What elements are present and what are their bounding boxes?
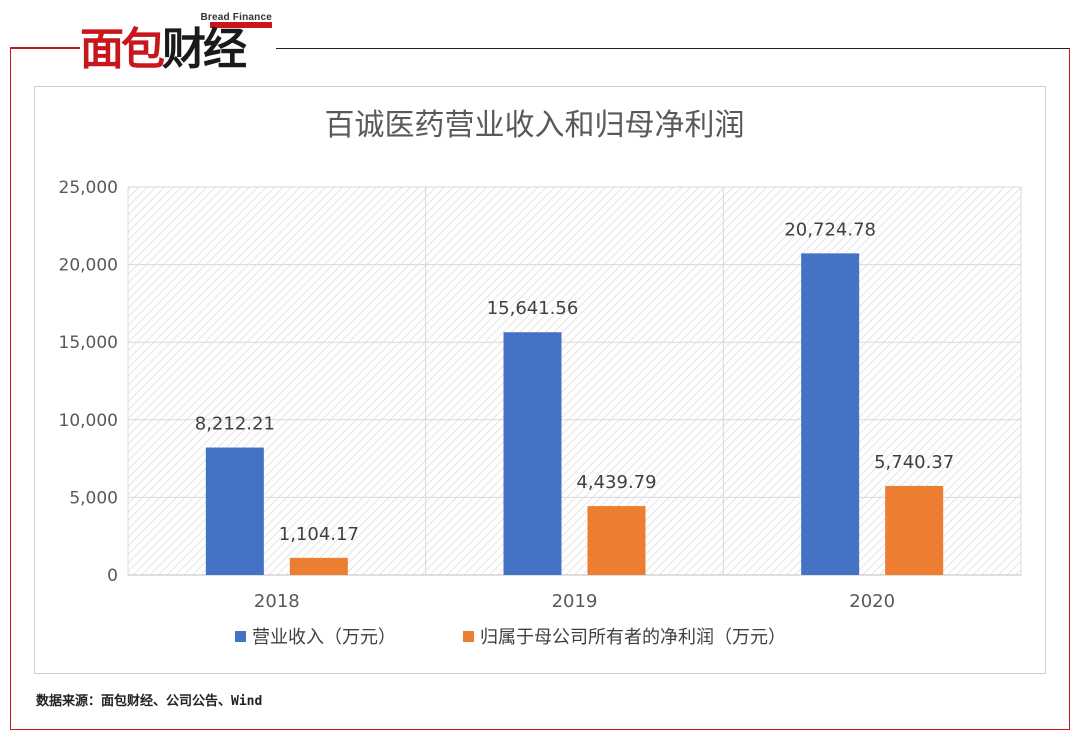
xtick-label-2020: 2020 (849, 591, 895, 612)
xtick-label-2018: 2018 (254, 591, 300, 612)
logo-cn-part2: 财经 (162, 24, 247, 75)
logo-bar-icon (210, 22, 272, 28)
ytick-label-2: 10,000 (59, 411, 118, 431)
chart-canvas: 百诚医药营业收入和归母净利润 0 5,000 10,000 15,000 20,000 25… (59, 108, 1022, 648)
xtick-label-2019: 2019 (552, 591, 598, 612)
plot-area (128, 187, 1021, 575)
data-label-2019-series-0: 15,641.56 (487, 298, 579, 319)
legend-swatch-0 (235, 631, 246, 642)
legend-label-0: 营业收入（万元） (252, 627, 396, 648)
logo-cn-part1: 面包 (80, 24, 165, 75)
bar-2020-series-1[interactable] (885, 485, 944, 575)
bar-2020-series-0[interactable] (801, 253, 860, 575)
data-label-2019-series-1: 4,439.79 (576, 472, 656, 493)
legend-label-1: 归属于母公司所有者的净利润（万元） (480, 627, 786, 648)
data-label-2020-series-0: 20,724.78 (784, 219, 876, 240)
frame-top-accent (10, 47, 82, 49)
bar-2019-series-0[interactable] (503, 332, 562, 575)
legend-swatch-1 (463, 631, 474, 642)
ytick-label-3: 15,000 (59, 333, 118, 353)
logo-chinese-text: 面包财经 (80, 24, 247, 76)
chart-container: 百诚医药营业收入和归母净利润 0 5,000 10,000 15,000 20,000 25… (34, 86, 1046, 674)
bar-2018-series-0[interactable] (205, 447, 264, 575)
ytick-label-5: 25,000 (59, 178, 118, 198)
ytick-label-4: 20,000 (59, 256, 118, 276)
ytick-label-1: 5,000 (69, 488, 118, 508)
ytick-label-0: 0 (107, 566, 118, 586)
frame-bottom-border (10, 729, 1070, 730)
chart-title: 百诚医药营业收入和归母净利润 (325, 108, 745, 143)
source-note: 数据来源：面包财经、公司公告、Wind (36, 694, 263, 709)
frame-top-rule (10, 48, 1070, 49)
frame-left-border (10, 48, 11, 730)
data-label-2018-series-0: 8,212.21 (195, 414, 275, 435)
data-label-2020-series-1: 5,740.37 (874, 452, 954, 473)
bar-2019-series-1[interactable] (587, 506, 646, 575)
brand-logo: Bread Finance 面包财经 (80, 8, 276, 80)
data-label-2018-series-1: 1,104.17 (279, 524, 359, 545)
frame-right-border (1069, 48, 1070, 730)
logo-english-text: Bread Finance (200, 12, 272, 23)
bar-2018-series-1[interactable] (289, 557, 348, 575)
